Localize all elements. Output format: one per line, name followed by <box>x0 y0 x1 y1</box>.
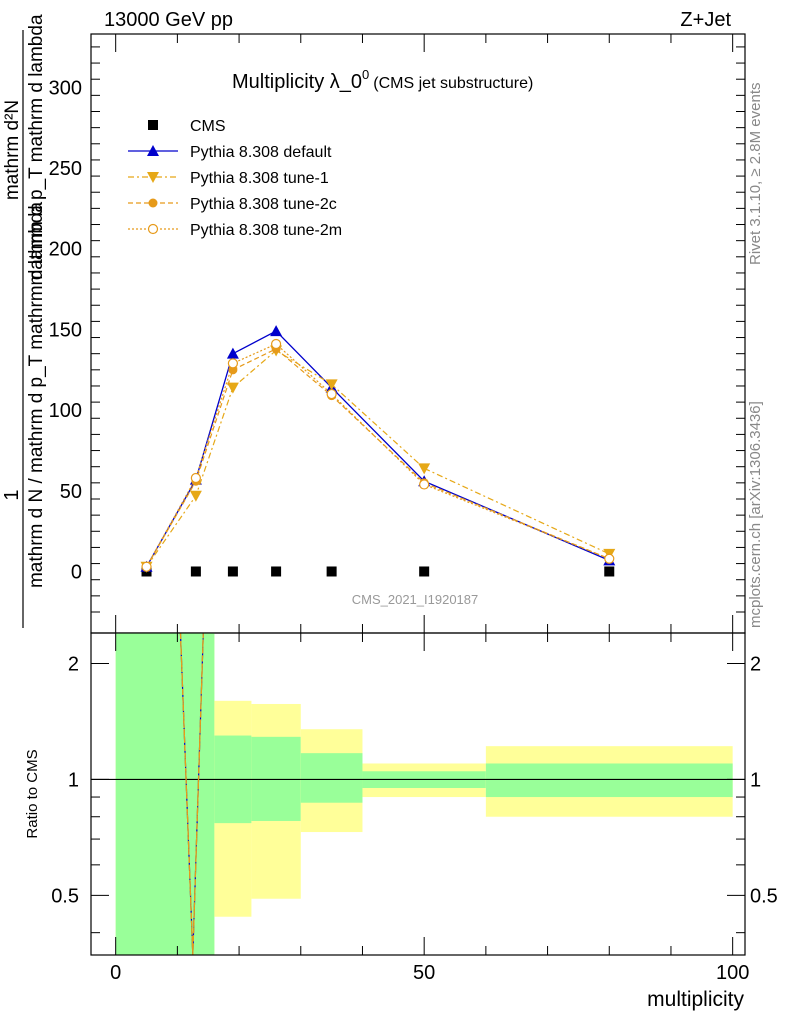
mcplots-credit-label: mcplots.cern.ch [arXiv:1306.3436] <box>747 401 764 628</box>
y-label-right-denominator: mathrm d p_T mathrm d lambda <box>26 14 47 285</box>
y-tick-label: 100 <box>49 400 82 422</box>
series-3 <box>142 344 614 572</box>
data-point <box>227 358 239 369</box>
ratio-y-tick-label: 0.5 <box>51 885 79 907</box>
y-tick-label: 300 <box>49 77 82 99</box>
y-tick-label: 50 <box>60 481 82 503</box>
legend-label: Pythia 8.308 tune-1 <box>190 170 329 187</box>
data-point <box>189 490 202 502</box>
y-tick-label: 0 <box>71 562 82 584</box>
legend-entry: Pythia 8.308 tune-1 <box>128 170 329 187</box>
legend-marker <box>147 172 159 183</box>
y-label-denominator: mathrm d N / mathrm d p_T mathrm d lambd… <box>26 202 47 589</box>
legend-marker <box>147 145 159 156</box>
data-point <box>226 382 239 394</box>
ratio-stat-uncertainty-band <box>300 753 363 803</box>
main-y-label: 1 mathrm d N / mathrm d p_T mathrm d lam… <box>1 14 47 628</box>
data-point <box>419 479 430 490</box>
series-line <box>146 343 610 568</box>
x-axis-label: multiplicity <box>647 988 744 1011</box>
legend-marker <box>147 223 159 235</box>
y-tick-label: 150 <box>49 319 82 341</box>
legend-label: Pythia 8.308 tune-2m <box>190 222 342 239</box>
series-line <box>146 348 610 568</box>
data-point <box>226 347 239 359</box>
data-point <box>604 553 615 564</box>
data-point <box>270 338 282 350</box>
legend-entry: CMS <box>148 118 226 135</box>
ratio-plot-panel: 0.5 0.5 1 1 2 2 0 50 100 <box>51 632 778 984</box>
legend-entry: Pythia 8.308 tune-2m <box>128 222 342 239</box>
legend-label: Pythia 8.308 default <box>190 144 332 161</box>
plot-title-sup: 0 <box>362 67 369 82</box>
data-point <box>227 566 238 577</box>
plot-title: Multiplicity λ_00 (CMS jet substructure) <box>232 67 533 93</box>
plot-title-main: Multiplicity λ_0 <box>232 71 362 93</box>
ratio-plot-frame <box>90 632 746 956</box>
legend: CMS Pythia 8.308 default Pythia 8.308 tune… <box>128 118 342 239</box>
legend-marker <box>148 120 158 130</box>
plot-title-sub: (CMS jet substructure) <box>373 75 533 92</box>
header-analysis: Z+Jet <box>680 9 731 31</box>
data-point <box>604 566 615 577</box>
rivet-version-label: Rivet 3.1.10, ≥ 2.8M events <box>747 83 764 266</box>
series-layer <box>140 325 616 577</box>
ratio-y-tick-label: 2 <box>68 653 79 675</box>
data-point <box>418 463 431 475</box>
y-tick-label: 250 <box>49 158 82 180</box>
main-x-ticks <box>115 34 734 633</box>
legend-marker <box>148 198 158 208</box>
ratio-y-axis: 0.5 0.5 1 1 2 2 <box>51 653 778 934</box>
ratio-stat-uncertainty-band <box>485 763 733 798</box>
y-label-right-numerator: mathrm d²N <box>2 100 23 200</box>
data-point <box>271 566 282 577</box>
header-process: 13000 GeV pp <box>104 9 233 31</box>
ratio-y-tick-label-right: 1 <box>750 769 761 791</box>
ratio-y-label: Ratio to CMS <box>24 749 41 838</box>
series-line <box>145 330 610 568</box>
ratio-y-tick-label-right: 0.5 <box>750 885 778 907</box>
ratio-y-tick-label: 1 <box>68 769 79 791</box>
ratio-stat-uncertainty-band <box>115 633 215 955</box>
series-2 <box>140 345 616 573</box>
main-y-axis: 0 50 100 150 200 250 300 <box>49 46 745 613</box>
data-point <box>141 561 152 572</box>
x-tick-label: 50 <box>413 962 435 984</box>
series-4 <box>141 338 615 572</box>
data-point <box>190 566 201 577</box>
legend-label: CMS <box>190 118 226 135</box>
x-tick-label: 100 <box>716 962 749 984</box>
ratio-uncertainty-bands <box>91 633 745 955</box>
data-point <box>325 379 338 391</box>
legend-entry: Pythia 8.308 default <box>128 144 332 161</box>
legend-entry: Pythia 8.308 tune-2c <box>128 196 337 213</box>
data-point <box>326 388 337 400</box>
data-point <box>190 472 201 484</box>
legend-label: Pythia 8.308 tune-2c <box>190 196 337 213</box>
data-point <box>326 566 337 577</box>
ratio-y-tick-label-right: 2 <box>750 653 761 675</box>
data-point <box>419 566 430 577</box>
data-point <box>270 325 283 337</box>
analysis-watermark: CMS_2021_I1920187 <box>352 592 479 607</box>
series-0 <box>141 566 615 577</box>
ratio-series-line <box>179 632 204 956</box>
y-label-numerator: 1 <box>1 489 23 500</box>
series-line <box>146 349 610 568</box>
ratio-x-axis: 0 50 100 <box>110 633 749 984</box>
y-tick-label: 200 <box>49 239 82 261</box>
x-tick-label: 0 <box>110 962 121 984</box>
